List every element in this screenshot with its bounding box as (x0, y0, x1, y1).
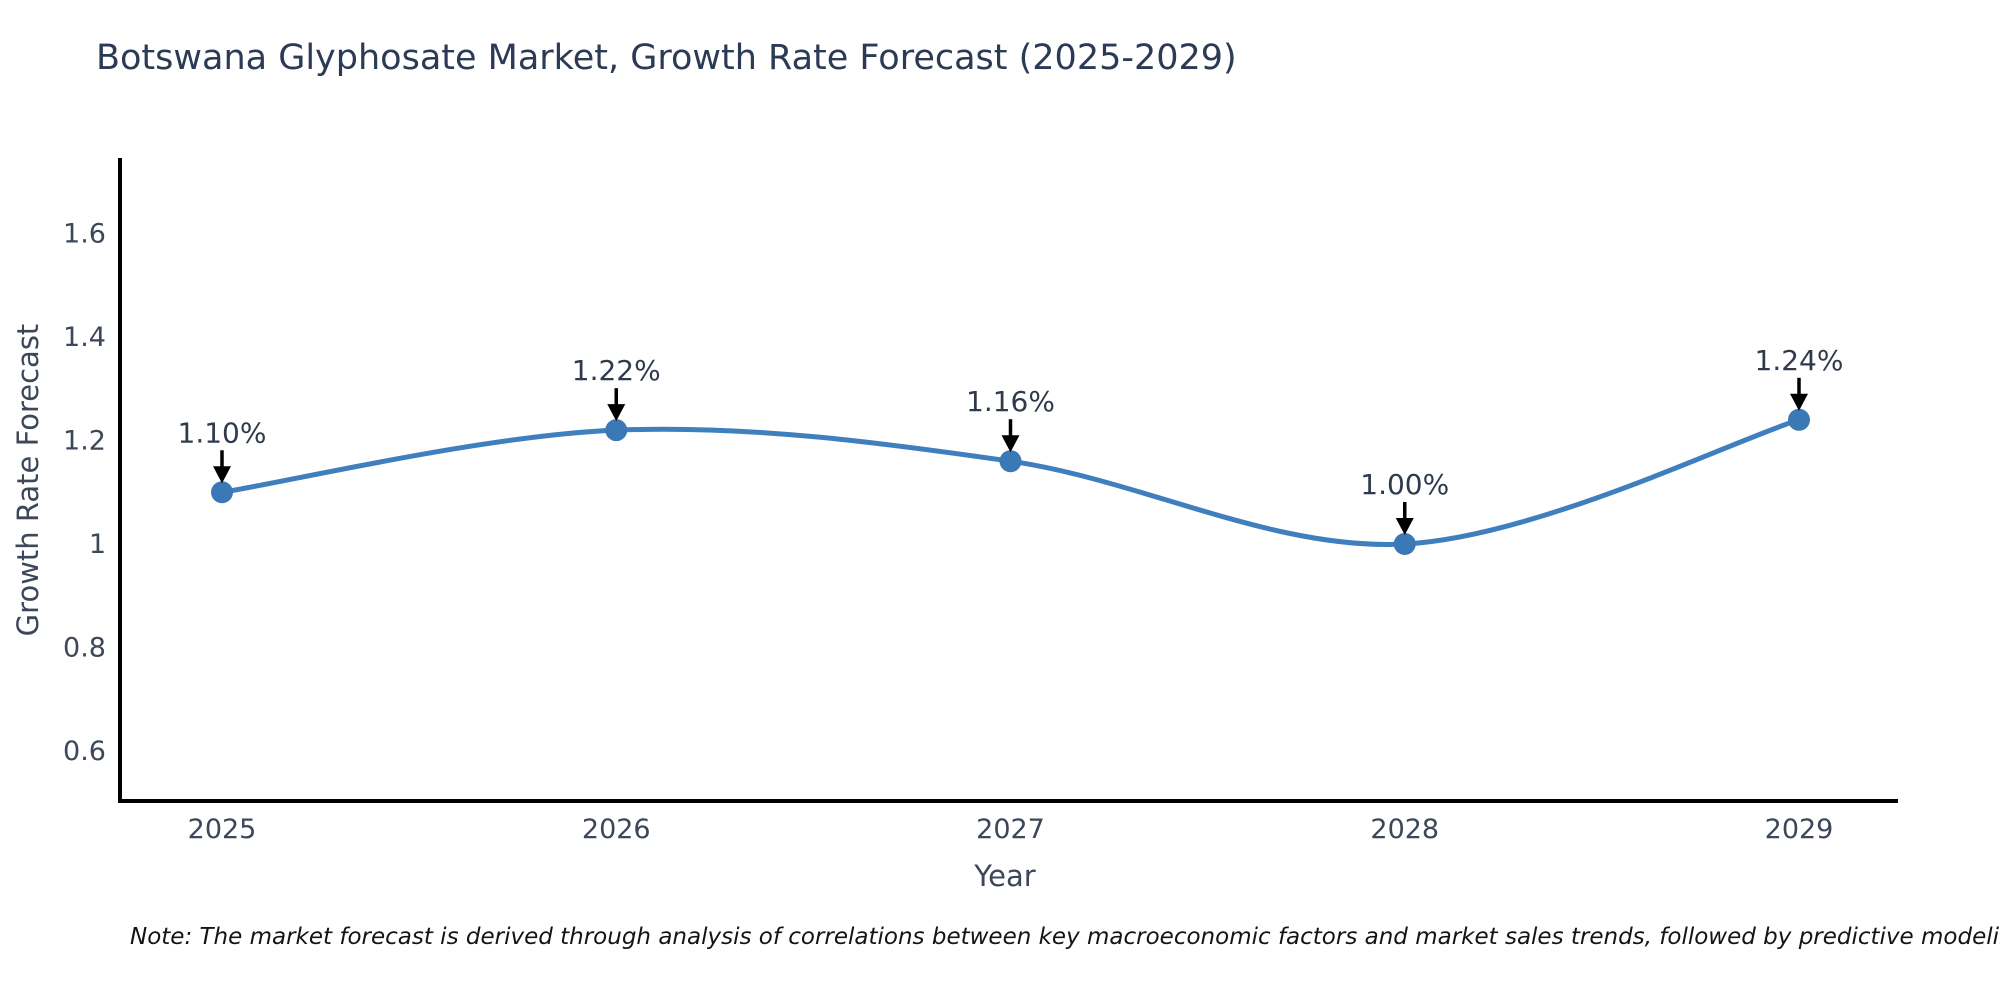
y-tick-label: 1.4 (63, 322, 106, 353)
data-point-marker (999, 450, 1022, 473)
y-tick-label: 1.2 (63, 426, 106, 457)
annotation-arrowhead (1395, 518, 1414, 535)
annotation-arrowhead (213, 466, 231, 484)
y-tick-label: 1 (89, 529, 106, 560)
annotation-arrowhead (1790, 393, 1808, 411)
y-tick-label: 1.6 (63, 219, 106, 250)
annotation-label: 1.24% (1755, 344, 1844, 377)
chart-title: Botswana Glyphosate Market, Growth Rate … (96, 38, 1237, 78)
annotation-arrowhead (1001, 435, 1020, 453)
x-tick-label: 2028 (1370, 814, 1439, 845)
annotation-arrowhead (607, 404, 626, 422)
data-point-marker (211, 481, 233, 504)
annotation-label: 1.00% (1360, 468, 1449, 501)
x-tick-label: 2025 (188, 814, 257, 845)
data-point-marker (1788, 408, 1810, 431)
x-tick-label: 2027 (976, 814, 1045, 845)
x-tick-label: 2026 (582, 814, 651, 845)
annotation-label: 1.22% (572, 354, 661, 387)
x-axis-title: Year (974, 859, 1036, 893)
footnote: Note: The market forecast is derived thr… (130, 924, 2000, 950)
x-tick-label: 2029 (1765, 814, 1834, 845)
y-tick-label: 0.8 (63, 633, 106, 664)
data-point-marker (605, 419, 628, 442)
y-tick-label: 0.6 (63, 736, 106, 767)
annotation-label: 1.16% (966, 385, 1055, 418)
annotation-label: 1.10% (178, 416, 267, 449)
data-point-marker (1393, 533, 1416, 555)
